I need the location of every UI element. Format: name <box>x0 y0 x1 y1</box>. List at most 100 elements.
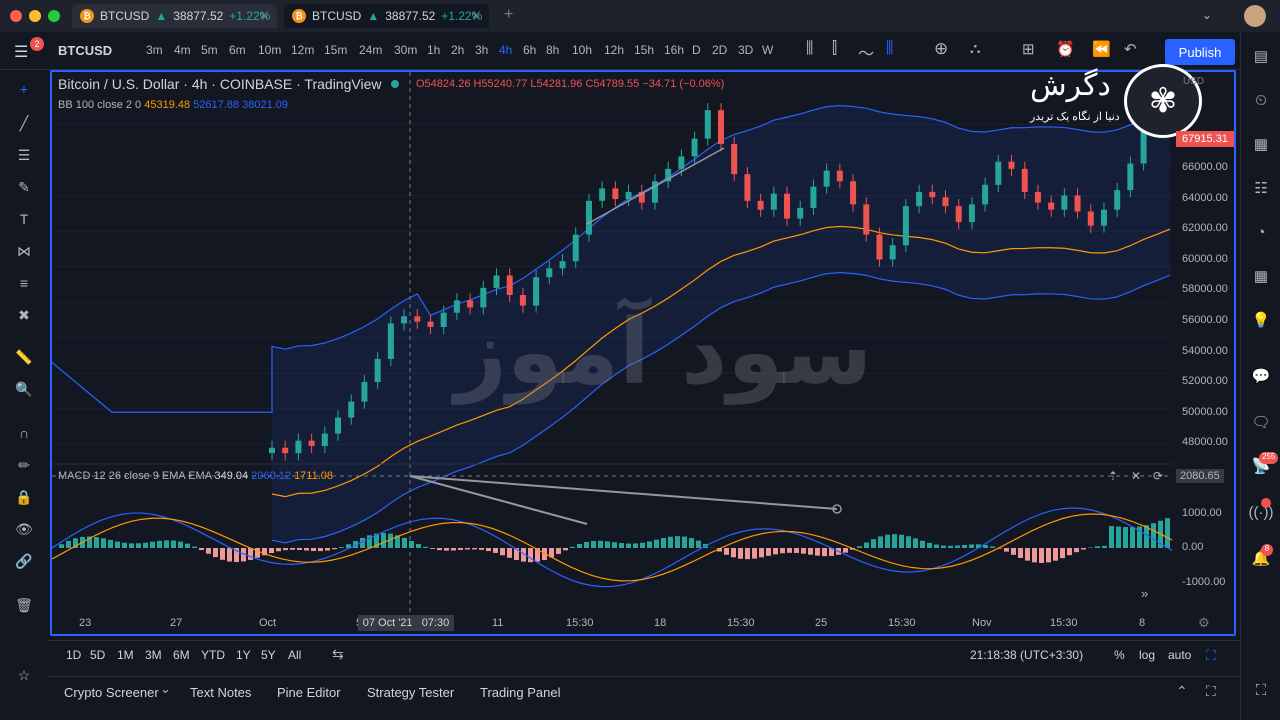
timeframe-4m[interactable]: 4m <box>174 43 191 57</box>
timeframe-15m[interactable]: 15m <box>324 43 348 57</box>
undo-icon[interactable]: ↶ <box>1124 41 1137 58</box>
range-1M[interactable]: 1M <box>117 648 134 662</box>
auto-toggle[interactable]: auto <box>1168 648 1192 662</box>
news-icon[interactable]: ▦ <box>1253 136 1269 153</box>
panel-tab[interactable]: Text Notes <box>190 685 252 700</box>
panel-tab[interactable]: Strategy Tester <box>367 685 455 700</box>
range-3M[interactable]: 3M <box>145 648 162 662</box>
timeframe-2h[interactable]: 2h <box>451 43 465 57</box>
timeframe-3h[interactable]: 3h <box>475 43 489 57</box>
new-tab-icon[interactable]: + <box>504 6 514 23</box>
bb-legend[interactable]: BB 100 close 2 0 45319.48 52617.88 38021… <box>58 99 289 111</box>
text-icon[interactable]: T <box>19 211 29 227</box>
timeframe-1h[interactable]: 1h <box>427 43 441 57</box>
ruler-icon[interactable]: 📏 <box>15 348 33 365</box>
trend-line-icon[interactable]: ╱ <box>19 114 29 131</box>
watchlist-icon[interactable]: ▤ <box>1253 48 1269 65</box>
brush-icon[interactable]: ✎ <box>18 178 30 195</box>
timeframe-3m[interactable]: 3m <box>146 43 163 57</box>
close-tab-icon[interactable]: ✕ <box>258 9 269 23</box>
clock[interactable]: 21:18:38 (UTC+3:30) <box>970 648 1084 662</box>
timeframe-6m[interactable]: 6m <box>229 43 246 57</box>
eye-icon[interactable]: 👁 <box>15 520 33 537</box>
compare-icon[interactable]: ⫼ <box>886 40 894 57</box>
trash-icon[interactable]: 🗑 <box>15 596 33 613</box>
pattern-icon[interactable]: ⋈ <box>17 242 31 259</box>
panel-tab[interactable]: Pine Editor <box>277 685 341 700</box>
timeframe-10m[interactable]: 10m <box>258 43 282 57</box>
messages-icon[interactable]: 🗨 <box>1251 414 1271 431</box>
close-tab-icon[interactable]: ✕ <box>470 9 481 23</box>
timeframe-2D[interactable]: 2D <box>712 43 728 57</box>
pane-close-icon[interactable]: ✕ <box>1131 469 1142 483</box>
minimize-window-button[interactable] <box>29 10 41 22</box>
horizontal-lines-icon[interactable]: ☰ <box>17 146 31 163</box>
timeframe-3D[interactable]: 3D <box>738 43 754 57</box>
panel-tab[interactable]: Crypto Screener <box>64 685 159 700</box>
maximize-panel-icon[interactable]: ⛶ <box>1206 683 1216 699</box>
range-5D[interactable]: 5D <box>90 648 106 662</box>
timeframe-6h[interactable]: 6h <box>523 43 537 57</box>
candles-icon[interactable]: ⫿ <box>832 40 838 57</box>
publish-button[interactable]: Publish <box>1165 39 1235 65</box>
symbol-search-button[interactable]: BTCUSD <box>58 43 113 58</box>
timeframe-16h[interactable]: 16h <box>664 43 685 57</box>
add-indicator-icon[interactable]: ⊕ <box>934 39 949 58</box>
alert-icon[interactable]: ⏰ <box>1056 41 1075 58</box>
pencil-lock-icon[interactable]: ✏ <box>18 456 30 473</box>
replay-icon[interactable]: ⏪ <box>1092 41 1111 58</box>
close-window-button[interactable] <box>10 10 22 22</box>
avatar[interactable] <box>1244 5 1266 27</box>
pane-refresh-icon[interactable]: ⟳ <box>1153 469 1164 483</box>
data-window-icon[interactable]: ☷ <box>1254 180 1268 197</box>
timeframe-10h[interactable]: 10h <box>572 43 593 57</box>
fib-icon[interactable]: ≡ <box>19 275 29 291</box>
timeframe-4h[interactable]: 4h <box>499 43 513 57</box>
fullscreen-icon[interactable]: ⛶ <box>1255 681 1267 699</box>
timeframe-W[interactable]: W <box>762 43 774 57</box>
lock-icon[interactable]: 🔒 <box>15 488 33 505</box>
timeframe-12m[interactable]: 12m <box>291 43 315 57</box>
maximize-window-button[interactable] <box>48 10 60 22</box>
scroll-right-icon[interactable]: » <box>1141 586 1149 601</box>
timeframe-8h[interactable]: 8h <box>546 43 560 57</box>
browser-tab-2[interactable]: ₿ BTCUSD ▲ 38877.52 +1.22% ✕ <box>284 4 489 28</box>
timeframe-12h[interactable]: 12h <box>604 43 625 57</box>
panel-tab[interactable]: Trading Panel <box>480 685 561 700</box>
magnet-icon[interactable]: ∩ <box>18 425 30 441</box>
range-1Y[interactable]: 1Y <box>236 648 251 662</box>
hotlist-icon[interactable]: ◔ <box>1256 223 1266 241</box>
timeframe-24m[interactable]: 24m <box>359 43 383 57</box>
chevron-down-icon[interactable]: ⌄ <box>1202 8 1213 22</box>
indicators-icon[interactable]: ⛬ <box>970 40 981 57</box>
browser-tab-1[interactable]: ₿ BTCUSD ▲ 38877.52 +1.22% ✕ <box>72 4 277 28</box>
bar-style-icon[interactable]: ⫼ <box>806 40 814 57</box>
zoom-icon[interactable]: 🔍 <box>15 380 33 397</box>
settings-gear-icon[interactable]: ⚙ <box>1198 615 1210 630</box>
macd-legend[interactable]: MACD 12 26 close 9 EMA EMA 349.04 2060.1… <box>58 470 334 482</box>
log-toggle[interactable]: log <box>1139 648 1156 662</box>
chat-icon[interactable]: 💬 <box>1251 368 1271 385</box>
star-icon[interactable]: ☆ <box>17 666 31 683</box>
screener-dropdown-icon[interactable]: ⌄ <box>160 681 171 696</box>
layout-icon[interactable]: ⊞ <box>1022 41 1035 58</box>
pane-up-icon[interactable]: ⇡ <box>1108 469 1119 483</box>
timeframe-D[interactable]: D <box>692 43 701 57</box>
calendar-icon[interactable]: ▦ <box>1253 268 1269 285</box>
timeframe-15h[interactable]: 15h <box>634 43 655 57</box>
chart-pane[interactable] <box>50 70 1236 636</box>
menu-icon[interactable]: ☰ <box>14 44 29 61</box>
link-icon[interactable]: 🔗 <box>15 552 33 569</box>
layout-toggle-icon[interactable]: ⛶ <box>1206 647 1216 663</box>
timeframe-5m[interactable]: 5m <box>201 43 218 57</box>
remove-drawings-icon[interactable]: ✖ <box>18 306 30 323</box>
range-1D[interactable]: 1D <box>66 648 82 662</box>
range-5Y[interactable]: 5Y <box>261 648 276 662</box>
crosshair-icon[interactable]: + <box>19 81 29 97</box>
ideas-icon[interactable]: 💡 <box>1251 312 1271 329</box>
percent-toggle[interactable]: % <box>1114 648 1125 662</box>
range-6M[interactable]: 6M <box>173 648 190 662</box>
timeframe-30m[interactable]: 30m <box>394 43 418 57</box>
range-All[interactable]: All <box>288 648 302 662</box>
chart-canvas[interactable] <box>52 72 1234 634</box>
